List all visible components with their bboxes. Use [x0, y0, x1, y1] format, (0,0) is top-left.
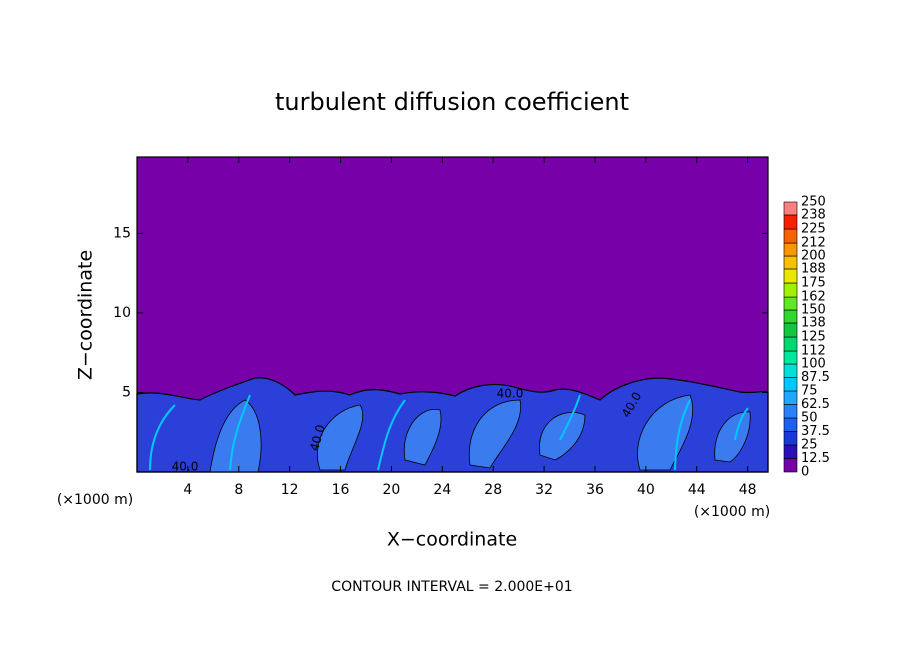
contour-label: 40.0: [307, 423, 327, 452]
colorbar-swatch: [783, 458, 798, 473]
colorbar-label: 25: [801, 438, 818, 453]
x-tick-label: 20: [383, 482, 401, 498]
x-unit-label: (×1000 m): [57, 492, 133, 508]
colorbar-label: 100: [801, 357, 826, 372]
x-tick-label: 40: [637, 482, 655, 498]
colorbar-label: 87.5: [801, 370, 830, 385]
x-tick-label: 8: [234, 482, 243, 498]
colorbar-label: 212: [801, 236, 826, 251]
colorbar-swatch: [783, 228, 798, 244]
colorbar-label: 188: [801, 261, 826, 276]
colorbar-swatch: [783, 201, 798, 216]
colorbar-label: 200: [801, 249, 826, 264]
x-unit-label: (×1000 m): [694, 504, 770, 520]
colorbar-label: 162: [801, 290, 826, 305]
y-tick-label: 15: [113, 225, 131, 241]
contour-label: 40.0: [497, 387, 524, 401]
colorbar-swatch: [783, 444, 798, 459]
colorbar-swatch: [783, 417, 798, 432]
colorbar-label: 175: [801, 276, 826, 291]
turbulent-eddies: [209, 394, 751, 473]
colorbar-label: 0: [801, 465, 809, 480]
x-tick-label: 44: [688, 482, 706, 498]
colorbar-swatch: [783, 431, 798, 446]
colorbar-label: 62.5: [801, 397, 830, 412]
colorbar-swatch: [783, 363, 798, 378]
x-tick-label: 32: [535, 482, 553, 498]
colorbar-label: 138: [801, 315, 826, 330]
plot-frame: [136, 156, 769, 473]
colorbar-swatch: [783, 390, 798, 405]
colorbar-swatch: [783, 377, 798, 392]
colorbar-label: 50: [801, 411, 818, 426]
x-tick-label: 28: [484, 482, 502, 498]
colorbar-swatch: [783, 268, 798, 284]
x-tick-label: 24: [433, 482, 451, 498]
y-tick-label: 5: [122, 384, 131, 400]
colorbar-swatch: [783, 282, 798, 298]
x-tick-label: 12: [281, 482, 299, 498]
colorbar-label: 238: [801, 207, 826, 222]
colorbar-label: 250: [801, 195, 826, 210]
turbulent-filaments: [149, 394, 749, 471]
x-tick-label: 16: [332, 482, 350, 498]
colorbar-label: 12.5: [801, 451, 830, 466]
colorbar-swatch: [783, 404, 798, 419]
x-tick-label: 36: [586, 482, 604, 498]
y-tick-label: 10: [113, 305, 131, 321]
colorbar-label: 225: [801, 222, 826, 237]
colorbar-swatch: [783, 336, 798, 352]
x-tick-label: 48: [739, 482, 757, 498]
colorbar-label: 37.5: [801, 424, 830, 439]
x-tick-label: 4: [183, 482, 192, 498]
contour-label: 40.0: [172, 460, 199, 474]
colorbar-label: 75: [801, 384, 818, 399]
turbulent-layer: [136, 377, 769, 473]
colorbar-label: 150: [801, 303, 826, 318]
colorbar-swatch: [783, 255, 798, 270]
colorbar-swatch: [783, 296, 798, 311]
colorbar-label: 125: [801, 330, 826, 345]
colorbar-swatch: [783, 242, 798, 257]
colorbar-swatch: [783, 309, 798, 324]
chart-title: turbulent diffusion coefficient: [275, 88, 629, 116]
footer-note: CONTOUR INTERVAL = 2.000E+01: [331, 579, 572, 595]
y-axis-label: Z−coordinate: [75, 250, 97, 380]
colorbar-label: 112: [801, 344, 826, 359]
colorbar-swatch: [783, 322, 798, 338]
colorbar-swatch: [783, 350, 798, 365]
colorbar-swatch: [783, 214, 798, 230]
x-axis-label: X−coordinate: [387, 529, 517, 551]
